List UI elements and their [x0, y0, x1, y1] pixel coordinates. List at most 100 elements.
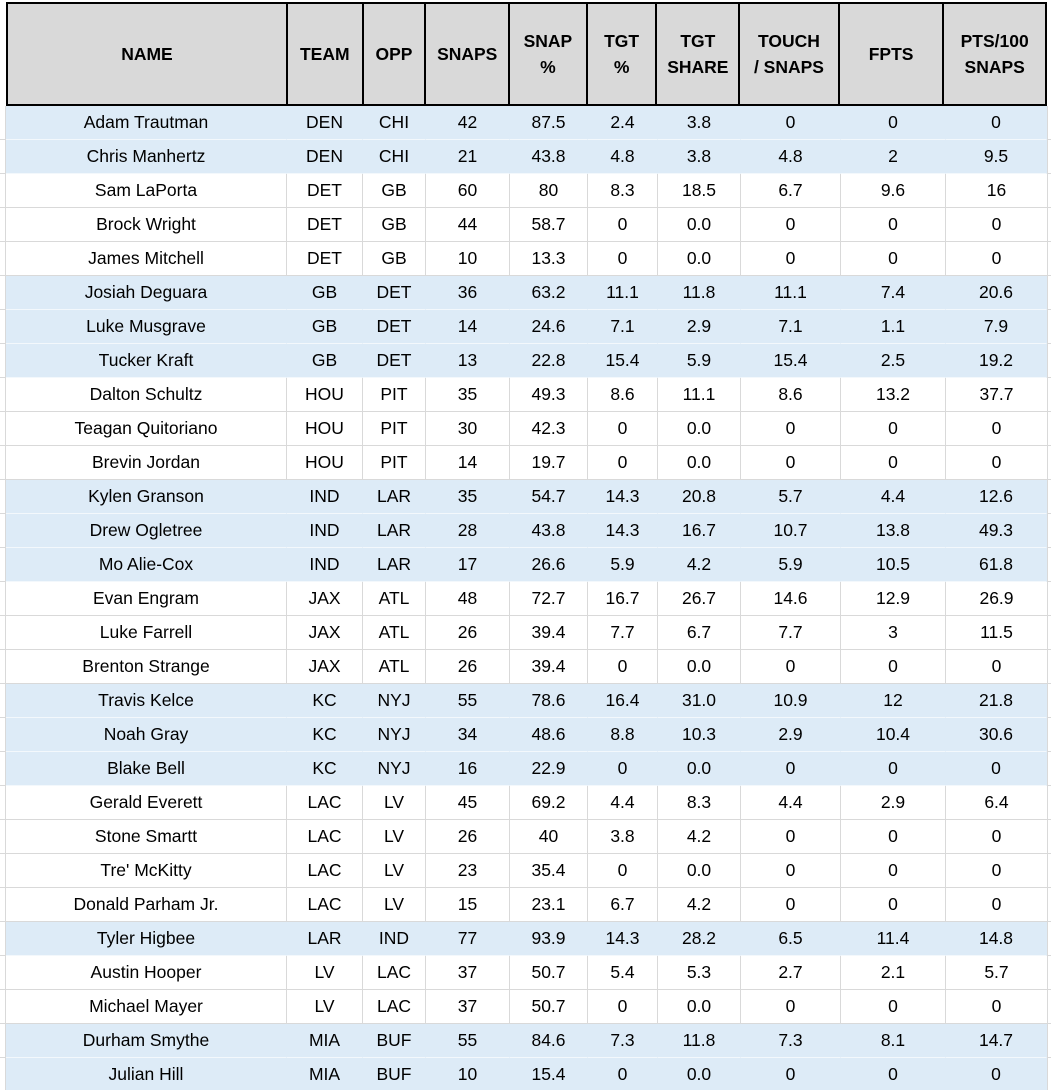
cell-team[interactable]: LV — [287, 956, 363, 990]
cell-name[interactable]: Luke Farrell — [6, 616, 287, 650]
cell-touch-per-snaps[interactable]: 0 — [741, 650, 841, 684]
cell-fpts[interactable]: 0 — [841, 990, 946, 1024]
cell-name[interactable]: Brock Wright — [6, 208, 287, 242]
cell-snaps[interactable]: 36 — [426, 276, 510, 310]
cell-tgt-pct[interactable]: 16.4 — [588, 684, 658, 718]
cell-pts-per-100-snaps[interactable]: 0 — [946, 752, 1047, 786]
cell-fpts[interactable]: 2.9 — [841, 786, 946, 820]
cell-snap-pct[interactable]: 93.9 — [510, 922, 588, 956]
cell-tgt-pct[interactable]: 4.8 — [588, 140, 658, 174]
cell-snaps[interactable]: 37 — [426, 956, 510, 990]
cell-touch-per-snaps[interactable]: 0 — [741, 854, 841, 888]
cell-fpts[interactable]: 2 — [841, 140, 946, 174]
cell-name[interactable]: James Mitchell — [6, 242, 287, 276]
cell-touch-per-snaps[interactable]: 4.8 — [741, 140, 841, 174]
cell-snaps[interactable]: 45 — [426, 786, 510, 820]
cell-tgt-share[interactable]: 5.9 — [658, 344, 741, 378]
cell-team[interactable]: JAX — [287, 650, 363, 684]
cell-snap-pct[interactable]: 78.6 — [510, 684, 588, 718]
cell-opp[interactable]: LAR — [363, 548, 426, 582]
cell-name[interactable]: Brevin Jordan — [6, 446, 287, 480]
cell-name[interactable]: Michael Mayer — [6, 990, 287, 1024]
cell-touch-per-snaps[interactable]: 0 — [741, 446, 841, 480]
cell-team[interactable]: MIA — [287, 1058, 363, 1090]
cell-opp[interactable]: LV — [363, 854, 426, 888]
cell-touch-per-snaps[interactable]: 10.9 — [741, 684, 841, 718]
cell-tgt-pct[interactable]: 3.8 — [588, 820, 658, 854]
cell-pts-per-100-snaps[interactable]: 0 — [946, 650, 1047, 684]
cell-touch-per-snaps[interactable]: 0 — [741, 820, 841, 854]
cell-touch-per-snaps[interactable]: 7.7 — [741, 616, 841, 650]
cell-snaps[interactable]: 60 — [426, 174, 510, 208]
cell-opp[interactable]: ATL — [363, 616, 426, 650]
cell-tgt-share[interactable]: 6.7 — [658, 616, 741, 650]
cell-opp[interactable]: ATL — [363, 582, 426, 616]
cell-pts-per-100-snaps[interactable]: 26.9 — [946, 582, 1047, 616]
cell-fpts[interactable]: 10.5 — [841, 548, 946, 582]
cell-pts-per-100-snaps[interactable]: 16 — [946, 174, 1047, 208]
cell-fpts[interactable]: 8.1 — [841, 1024, 946, 1058]
cell-tgt-share[interactable]: 20.8 — [658, 480, 741, 514]
cell-snaps[interactable]: 55 — [426, 684, 510, 718]
cell-touch-per-snaps[interactable]: 0 — [741, 1058, 841, 1090]
cell-touch-per-snaps[interactable]: 4.4 — [741, 786, 841, 820]
cell-fpts[interactable]: 12 — [841, 684, 946, 718]
cell-pts-per-100-snaps[interactable]: 0 — [946, 106, 1047, 140]
cell-snaps[interactable]: 15 — [426, 888, 510, 922]
cell-fpts[interactable]: 2.1 — [841, 956, 946, 990]
cell-name[interactable]: Travis Kelce — [6, 684, 287, 718]
column-header-touch-per-snaps[interactable]: TOUCH / SNAPS — [740, 4, 840, 104]
cell-fpts[interactable]: 0 — [841, 854, 946, 888]
cell-snap-pct[interactable]: 50.7 — [510, 956, 588, 990]
cell-tgt-share[interactable]: 4.2 — [658, 548, 741, 582]
cell-snap-pct[interactable]: 54.7 — [510, 480, 588, 514]
cell-team[interactable]: KC — [287, 684, 363, 718]
cell-tgt-pct[interactable]: 0 — [588, 446, 658, 480]
cell-team[interactable]: HOU — [287, 446, 363, 480]
cell-team[interactable]: IND — [287, 480, 363, 514]
cell-fpts[interactable]: 0 — [841, 752, 946, 786]
cell-name[interactable]: Brenton Strange — [6, 650, 287, 684]
cell-snaps[interactable]: 13 — [426, 344, 510, 378]
cell-snaps[interactable]: 44 — [426, 208, 510, 242]
column-header-pts-per-100-snaps[interactable]: PTS/100 SNAPS — [944, 4, 1045, 104]
cell-team[interactable]: DET — [287, 174, 363, 208]
cell-name[interactable]: Tucker Kraft — [6, 344, 287, 378]
cell-touch-per-snaps[interactable]: 8.6 — [741, 378, 841, 412]
cell-team[interactable]: HOU — [287, 378, 363, 412]
cell-pts-per-100-snaps[interactable]: 0 — [946, 820, 1047, 854]
cell-name[interactable]: Josiah Deguara — [6, 276, 287, 310]
cell-opp[interactable]: GB — [363, 208, 426, 242]
cell-snaps[interactable]: 16 — [426, 752, 510, 786]
cell-tgt-share[interactable]: 2.9 — [658, 310, 741, 344]
cell-snaps[interactable]: 17 — [426, 548, 510, 582]
cell-snaps[interactable]: 28 — [426, 514, 510, 548]
cell-snap-pct[interactable]: 24.6 — [510, 310, 588, 344]
cell-tgt-pct[interactable]: 2.4 — [588, 106, 658, 140]
cell-snaps[interactable]: 21 — [426, 140, 510, 174]
cell-touch-per-snaps[interactable]: 6.7 — [741, 174, 841, 208]
cell-name[interactable]: Chris Manhertz — [6, 140, 287, 174]
cell-name[interactable]: Mo Alie-Cox — [6, 548, 287, 582]
cell-snap-pct[interactable]: 63.2 — [510, 276, 588, 310]
cell-name[interactable]: Kylen Granson — [6, 480, 287, 514]
cell-snaps[interactable]: 26 — [426, 616, 510, 650]
cell-tgt-pct[interactable]: 0 — [588, 854, 658, 888]
cell-snaps[interactable]: 77 — [426, 922, 510, 956]
cell-pts-per-100-snaps[interactable]: 0 — [946, 208, 1047, 242]
cell-fpts[interactable]: 9.6 — [841, 174, 946, 208]
cell-tgt-pct[interactable]: 8.6 — [588, 378, 658, 412]
cell-name[interactable]: Donald Parham Jr. — [6, 888, 287, 922]
cell-tgt-share[interactable]: 0.0 — [658, 854, 741, 888]
cell-fpts[interactable]: 0 — [841, 650, 946, 684]
cell-touch-per-snaps[interactable]: 5.9 — [741, 548, 841, 582]
cell-pts-per-100-snaps[interactable]: 30.6 — [946, 718, 1047, 752]
cell-tgt-share[interactable]: 0.0 — [658, 446, 741, 480]
cell-snap-pct[interactable]: 50.7 — [510, 990, 588, 1024]
cell-opp[interactable]: LAR — [363, 514, 426, 548]
cell-tgt-pct[interactable]: 0 — [588, 990, 658, 1024]
cell-team[interactable]: LAC — [287, 888, 363, 922]
cell-tgt-share[interactable]: 0.0 — [658, 752, 741, 786]
cell-snap-pct[interactable]: 13.3 — [510, 242, 588, 276]
cell-touch-per-snaps[interactable]: 10.7 — [741, 514, 841, 548]
